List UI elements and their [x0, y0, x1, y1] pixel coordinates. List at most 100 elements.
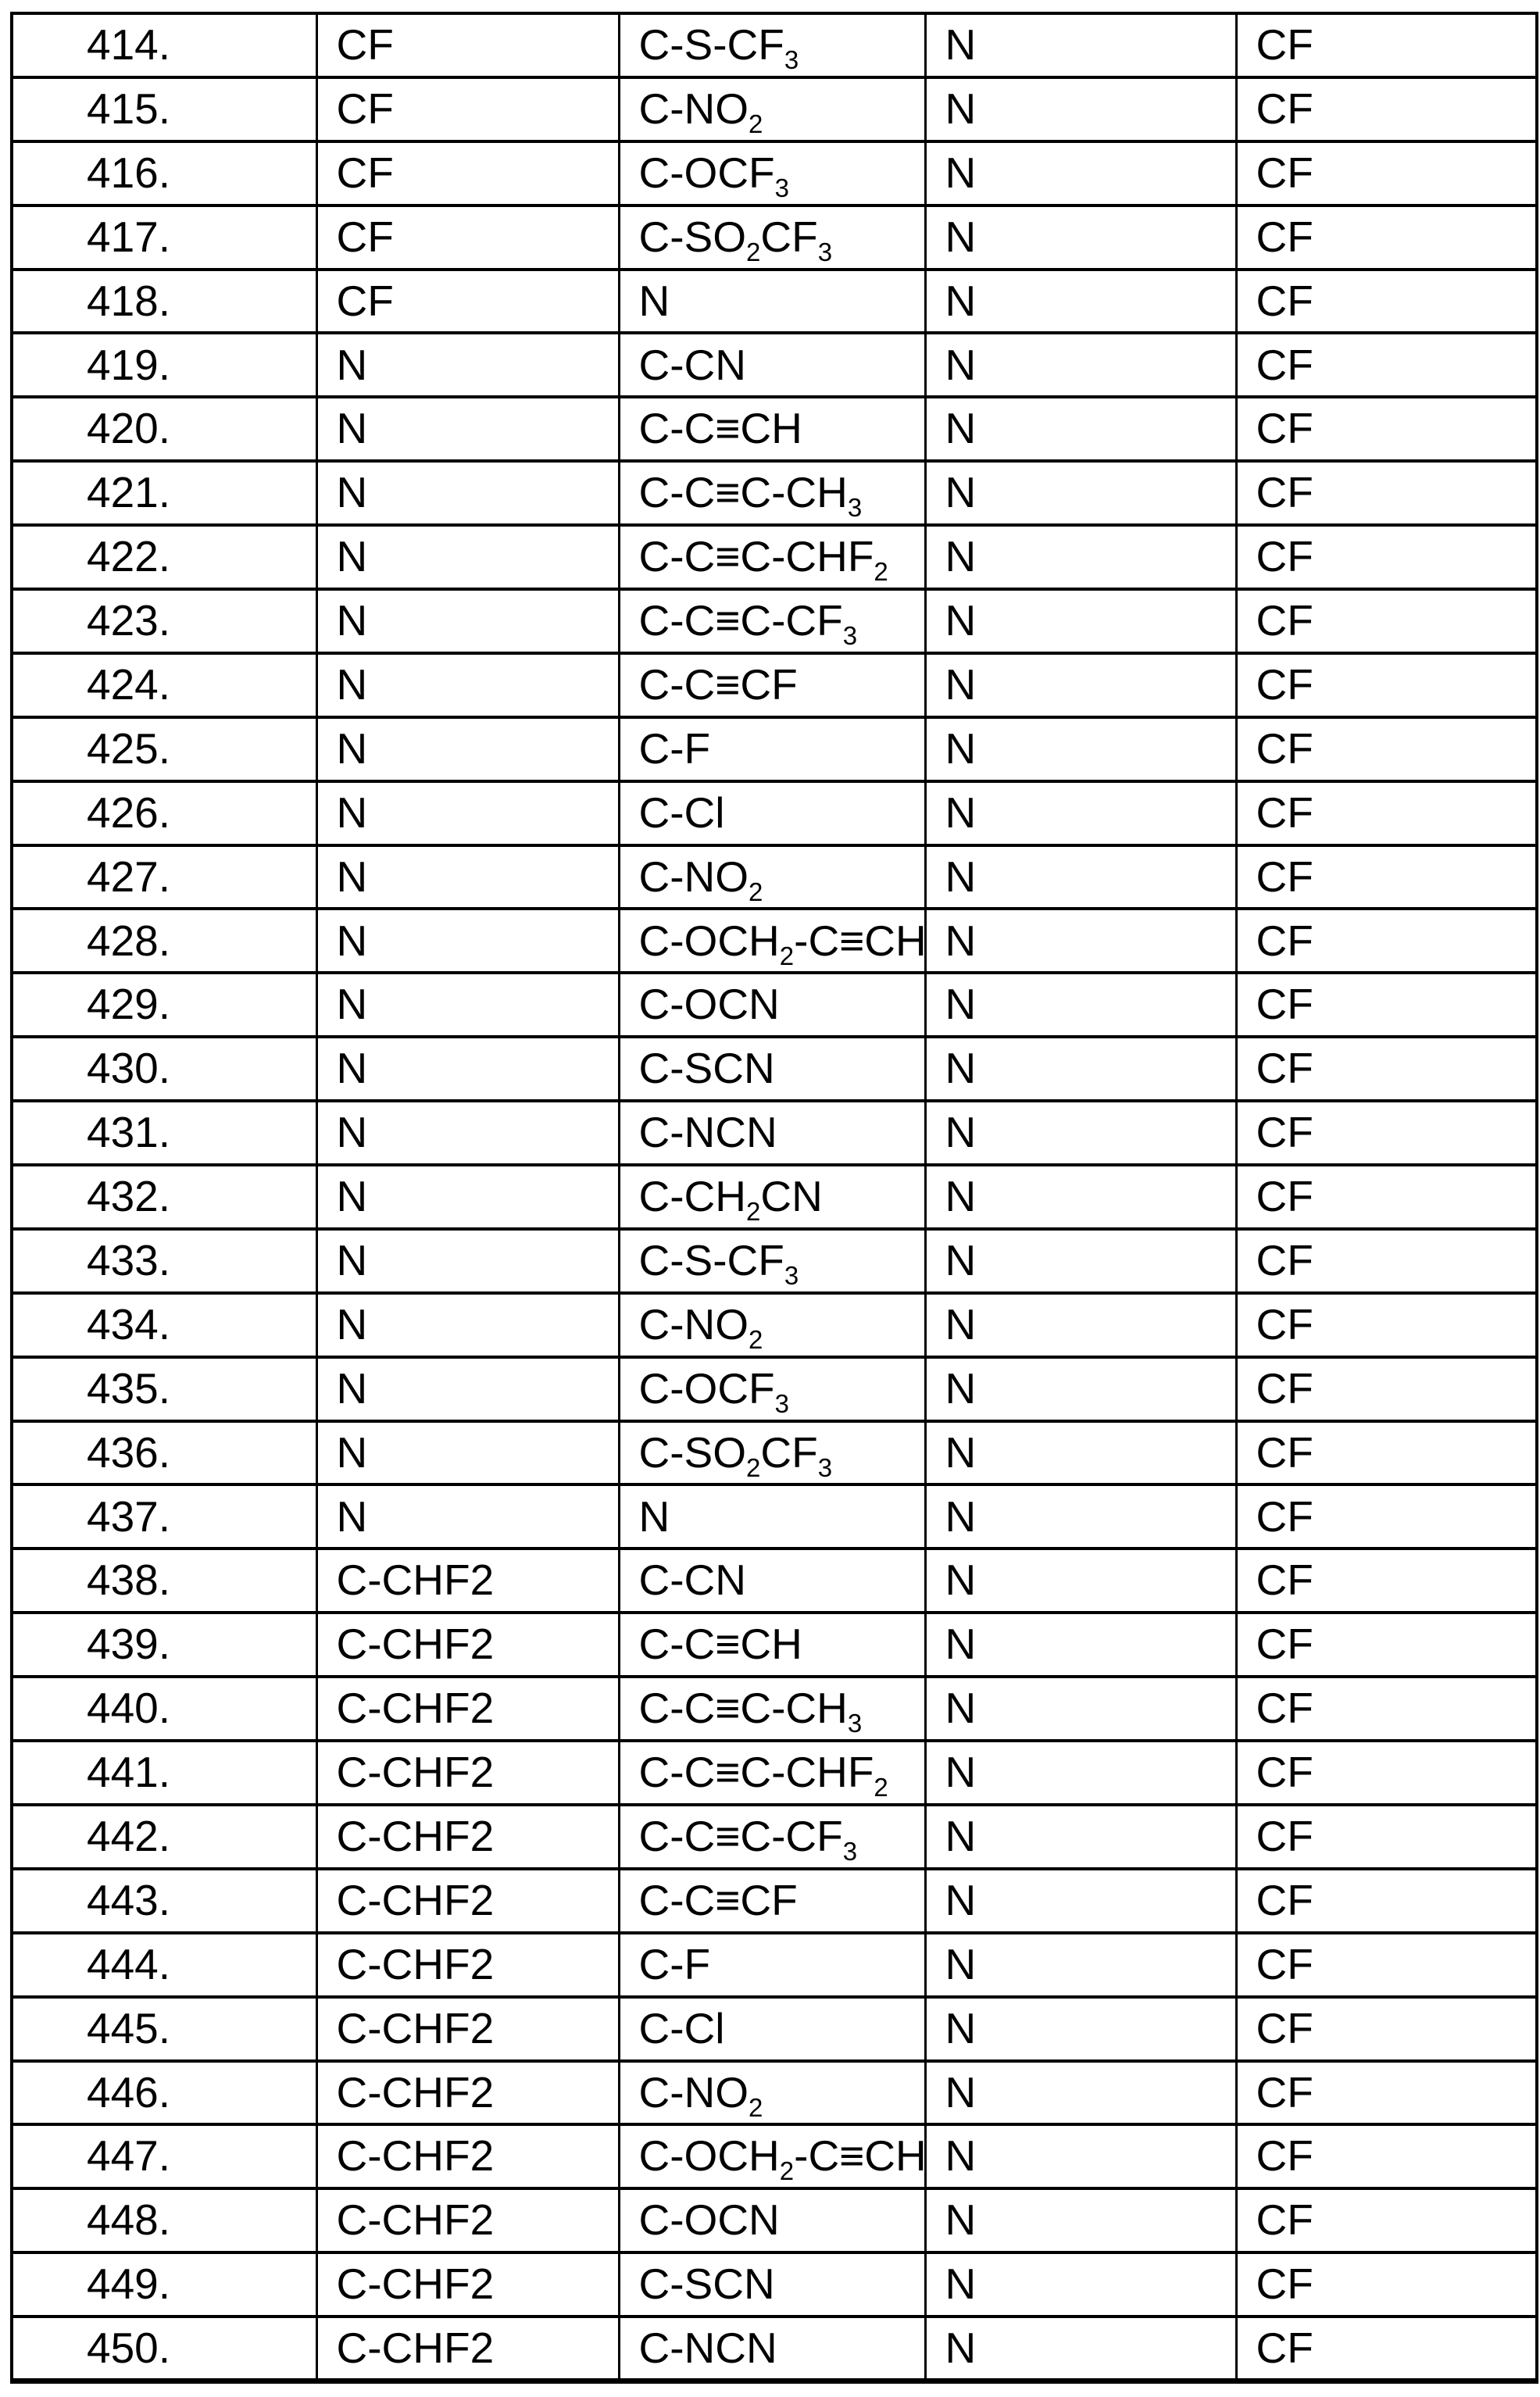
cell-substituent-2: C-NO2 — [617, 75, 927, 143]
table-row: 430. N C-SCN N CF — [10, 1035, 1538, 1103]
cell-substituent-2: C-OCN — [617, 2187, 927, 2255]
cell-row-number: 449. — [10, 2251, 318, 2319]
cell-row-number: 415. — [10, 75, 318, 143]
table-row: 428. N C-OCH2-C≡CH N CF — [10, 907, 1538, 975]
cell-substituent-1: N — [315, 843, 620, 911]
cell-substituent-4: CF — [1235, 203, 1538, 271]
cell-substituent-1: C-CHF2 — [315, 1675, 620, 1743]
cell-substituent-3: N — [924, 1675, 1238, 1743]
cell-substituent-3: N — [924, 2315, 1238, 2383]
cell-substituent-2: C-C≡C-CF3 — [617, 1802, 927, 1870]
cell-substituent-2: C-C≡C-CHF2 — [617, 1739, 927, 1806]
cell-row-number: 424. — [10, 651, 318, 719]
cell-substituent-4: CF — [1235, 2059, 1538, 2127]
cell-row-number: 439. — [10, 1611, 318, 1679]
table-row: 423. N C-C≡C-CF3 N CF — [10, 588, 1538, 655]
cell-row-number: 433. — [10, 1227, 318, 1295]
cell-substituent-4: CF — [1235, 12, 1538, 79]
cell-substituent-4: CF — [1235, 331, 1538, 399]
cell-substituent-4: CF — [1235, 651, 1538, 719]
table-row: 448. C-CHF2 C-OCN N CF — [10, 2187, 1538, 2255]
cell-substituent-3: N — [924, 2059, 1238, 2127]
cell-substituent-2: C-NCN — [617, 1099, 927, 1167]
cell-row-number: 441. — [10, 1739, 318, 1806]
cell-substituent-3: N — [924, 1931, 1238, 1999]
cell-substituent-4: CF — [1235, 843, 1538, 911]
cell-row-number: 419. — [10, 331, 318, 399]
table-row: 440. C-CHF2 C-C≡C-CH3 N CF — [10, 1675, 1538, 1743]
cell-substituent-3: N — [924, 1483, 1238, 1551]
cell-substituent-4: CF — [1235, 1802, 1538, 1870]
cell-substituent-1: C-CHF2 — [315, 1739, 620, 1806]
cell-substituent-3: N — [924, 971, 1238, 1039]
cell-substituent-2: C-SO2CF3 — [617, 203, 927, 271]
cell-substituent-3: N — [924, 651, 1238, 719]
table-row: 449. C-CHF2 C-SCN N CF — [10, 2251, 1538, 2319]
cell-row-number: 426. — [10, 779, 318, 847]
cell-substituent-3: N — [924, 1099, 1238, 1167]
table-row: 439. C-CHF2 C-C≡CH N CF — [10, 1611, 1538, 1679]
cell-substituent-1: C-CHF2 — [315, 1547, 620, 1615]
cell-substituent-1: N — [315, 1291, 620, 1359]
cell-substituent-2: C-SCN — [617, 1035, 927, 1103]
cell-substituent-4: CF — [1235, 1419, 1538, 1487]
cell-substituent-2: C-OCN — [617, 971, 927, 1039]
cell-substituent-3: N — [924, 715, 1238, 783]
cell-substituent-1: N — [315, 1227, 620, 1295]
cell-substituent-1: CF — [315, 203, 620, 271]
cell-substituent-1: C-CHF2 — [315, 2315, 620, 2383]
cell-substituent-4: CF — [1235, 907, 1538, 975]
table-row: 414. CF C-S-CF3 N CF — [10, 12, 1538, 79]
table-row: 415. CF C-NO2 N CF — [10, 75, 1538, 143]
table-row: 446. C-CHF2 C-NO2 N CF — [10, 2059, 1538, 2127]
cell-substituent-3: N — [924, 1739, 1238, 1806]
table-row: 417. CF C-SO2CF3 N CF — [10, 203, 1538, 271]
cell-row-number: 438. — [10, 1547, 318, 1615]
table-row: 420. N C-C≡CH N CF — [10, 395, 1538, 463]
table-row: 426. N C-Cl N CF — [10, 779, 1538, 847]
cell-substituent-4: CF — [1235, 1099, 1538, 1167]
cell-substituent-4: CF — [1235, 779, 1538, 847]
cell-substituent-3: N — [924, 1611, 1238, 1679]
cell-substituent-3: N — [924, 779, 1238, 847]
cell-substituent-2: C-SO2CF3 — [617, 1419, 927, 1487]
cell-substituent-4: CF — [1235, 2251, 1538, 2319]
cell-substituent-2: C-C≡C-CHF2 — [617, 523, 927, 591]
cell-substituent-2: C-OCF3 — [617, 1355, 927, 1423]
cell-substituent-4: CF — [1235, 588, 1538, 655]
cell-substituent-2: C-NO2 — [617, 1291, 927, 1359]
cell-substituent-1: C-CHF2 — [315, 1802, 620, 1870]
cell-substituent-4: CF — [1235, 715, 1538, 783]
cell-substituent-3: N — [924, 75, 1238, 143]
cell-substituent-1: N — [315, 1483, 620, 1551]
cell-substituent-3: N — [924, 2251, 1238, 2319]
table-row: 421. N C-C≡C-CH3 N CF — [10, 459, 1538, 527]
table-row: 433. N C-S-CF3 N CF — [10, 1227, 1538, 1295]
cell-substituent-3: N — [924, 1227, 1238, 1295]
cell-substituent-1: N — [315, 459, 620, 527]
cell-substituent-1: N — [315, 588, 620, 655]
cell-substituent-2: C-C≡C-CH3 — [617, 1675, 927, 1743]
cell-substituent-1: C-CHF2 — [315, 1995, 620, 2063]
cell-substituent-1: CF — [315, 75, 620, 143]
table-row: 447. C-CHF2 C-OCH2-C≡CH N CF — [10, 2123, 1538, 2191]
cell-row-number: 423. — [10, 588, 318, 655]
cell-substituent-2: C-F — [617, 715, 927, 783]
cell-row-number: 435. — [10, 1355, 318, 1423]
cell-substituent-4: CF — [1235, 1483, 1538, 1551]
cell-row-number: 431. — [10, 1099, 318, 1167]
cell-row-number: 450. — [10, 2315, 318, 2383]
cell-substituent-1: N — [315, 971, 620, 1039]
cell-substituent-4: CF — [1235, 459, 1538, 527]
cell-substituent-4: CF — [1235, 395, 1538, 463]
table-row: 427. N C-NO2 N CF — [10, 843, 1538, 911]
cell-substituent-1: N — [315, 907, 620, 975]
table-row: 418. CF N N CF — [10, 267, 1538, 335]
table-row: 442. C-CHF2 C-C≡C-CF3 N CF — [10, 1802, 1538, 1870]
cell-row-number: 429. — [10, 971, 318, 1039]
cell-substituent-1: CF — [315, 139, 620, 207]
cell-substituent-3: N — [924, 907, 1238, 975]
cell-row-number: 445. — [10, 1995, 318, 2063]
cell-row-number: 444. — [10, 1931, 318, 1999]
table-row: 436. N C-SO2CF3 N CF — [10, 1419, 1538, 1487]
